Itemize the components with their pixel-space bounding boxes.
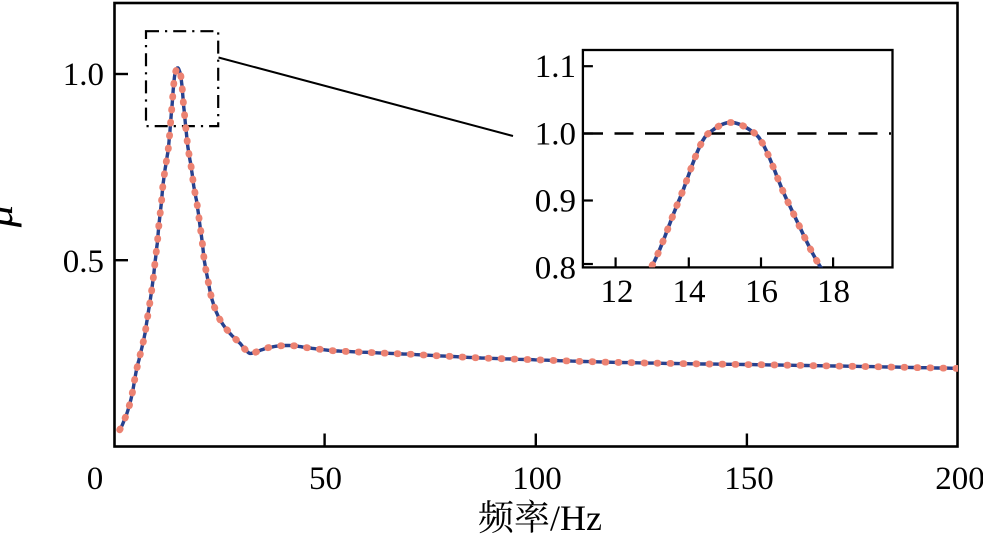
svg-text:100: 100: [512, 461, 562, 497]
svg-text:0.5: 0.5: [63, 244, 104, 280]
svg-text:150: 150: [724, 461, 774, 497]
svg-text:1.0: 1.0: [63, 57, 104, 93]
svg-text:1.1: 1.1: [535, 49, 576, 85]
svg-text:50: 50: [309, 461, 342, 497]
svg-text:0: 0: [87, 461, 104, 497]
svg-text:18: 18: [817, 274, 850, 310]
svg-text:0.9: 0.9: [535, 184, 576, 220]
svg-text:/Hz: /Hz: [550, 498, 602, 538]
svg-text:14: 14: [673, 274, 706, 310]
svg-text:1.0: 1.0: [535, 117, 576, 153]
svg-text:0.8: 0.8: [535, 250, 576, 286]
svg-text:200: 200: [935, 461, 983, 497]
svg-text:μ: μ: [0, 205, 22, 229]
svg-text:16: 16: [745, 274, 778, 310]
svg-text:12: 12: [601, 274, 634, 310]
